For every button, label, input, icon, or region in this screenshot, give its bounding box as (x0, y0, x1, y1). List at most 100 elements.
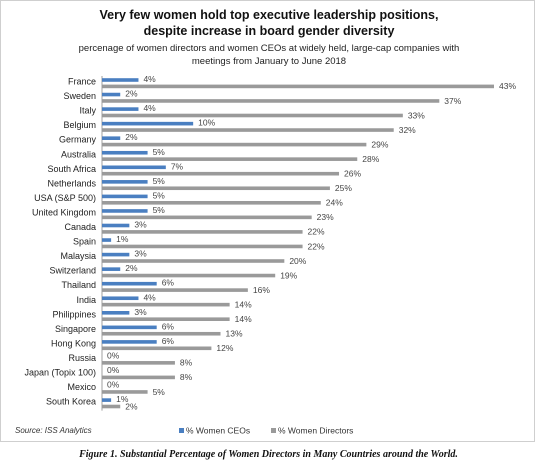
value-label-directors-spain: 22% (308, 241, 325, 251)
category-label-france: France (68, 77, 96, 87)
bar-directors-malaysia (102, 259, 285, 263)
bar-directors-netherlands (102, 186, 330, 191)
value-label-ceo-australia: 5% (153, 147, 166, 157)
value-label-directors-philippines: 14% (235, 314, 252, 324)
value-label-directors-germany: 29% (371, 139, 388, 149)
bar-directors-france (102, 84, 494, 89)
category-label-australia: Australia (61, 149, 96, 159)
category-label-south-korea: South Korea (46, 397, 96, 407)
bar-ceo-south-africa (102, 165, 166, 170)
bar-ceo-philippines (102, 311, 130, 315)
bar-directors-australia (102, 157, 358, 161)
bar-directors-south-korea (102, 404, 121, 409)
category-label-mexico: Mexico (67, 382, 96, 392)
value-label-directors-canada: 22% (308, 227, 325, 237)
bar-ceo-italy (102, 107, 139, 111)
value-label-ceo-thailand: 6% (162, 278, 175, 288)
category-label-malaysia: Malaysia (60, 251, 96, 261)
bar-ceo-united-kingdom (102, 209, 148, 213)
bar-directors-italy (102, 113, 403, 118)
category-label-sweden: Sweden (63, 91, 96, 101)
category-label-germany: Germany (59, 135, 97, 145)
bar-ceo-switzerland (102, 267, 121, 271)
chart-title: Very few women hold top executive leader… (100, 8, 439, 22)
value-label-ceo-netherlands: 5% (153, 176, 166, 186)
value-label-directors-singapore: 13% (226, 329, 243, 339)
value-label-ceo-japan-topix-100: 0% (107, 365, 120, 375)
value-label-directors-mexico: 5% (153, 387, 166, 397)
value-label-ceo-italy: 4% (143, 103, 156, 113)
bar-ceo-hong-kong (102, 340, 157, 344)
value-label-ceo-sweden: 2% (125, 89, 138, 99)
bar-ceo-spain (102, 238, 112, 242)
value-label-directors-united-kingdom: 23% (317, 212, 334, 222)
category-label-switzerland: Switzerland (49, 266, 96, 276)
bar-ceo-germany (102, 136, 121, 140)
bar-ceo-india (102, 296, 139, 301)
bar-directors-switzerland (102, 273, 276, 278)
value-label-directors-australia: 28% (362, 154, 379, 164)
bar-ceo-netherlands (102, 180, 148, 184)
value-label-ceo-mexico: 0% (107, 380, 120, 390)
value-label-directors-malaysia: 20% (289, 256, 306, 266)
category-label-hong-kong: Hong Kong (51, 338, 96, 348)
value-label-directors-sweden: 37% (444, 96, 461, 106)
value-label-ceo-singapore: 6% (162, 321, 175, 331)
bar-directors-canada (102, 230, 303, 234)
chart-subtitle: percenage of women directors and women C… (79, 43, 460, 54)
bar-directors-south-africa (102, 171, 340, 176)
value-label-directors-india: 14% (235, 299, 252, 309)
value-label-directors-switzerland: 19% (280, 270, 297, 280)
value-label-directors-france: 43% (499, 81, 516, 91)
value-label-ceo-south-korea: 1% (116, 394, 129, 404)
category-label-russia: Russia (68, 353, 96, 363)
value-label-ceo-canada: 3% (134, 220, 147, 230)
value-label-ceo-hong-kong: 6% (162, 336, 175, 346)
bar-directors-japan-topix-100 (102, 375, 175, 380)
category-label-united-kingdom: United Kingdom (32, 207, 96, 217)
value-label-ceo-philippines: 3% (134, 307, 147, 317)
chart-subtitle-line2: meetings from January to June 2018 (192, 56, 346, 67)
value-label-directors-usa-s-p-500: 24% (326, 198, 343, 208)
category-label-thailand: Thailand (61, 280, 96, 290)
chart-svg: Very few women hold top executive leader… (15, 8, 516, 436)
bar-ceo-thailand (102, 281, 157, 286)
value-label-ceo-switzerland: 2% (125, 263, 138, 273)
bar-directors-singapore (102, 331, 221, 336)
bar-directors-belgium (102, 128, 394, 132)
legend-label-ceos: % Women CEOs (186, 426, 250, 436)
bar-ceo-usa-s-p-500 (102, 194, 148, 199)
bar-directors-thailand (102, 288, 248, 292)
value-label-directors-south-africa: 26% (344, 169, 361, 179)
bar-directors-india (102, 302, 230, 307)
category-label-singapore: Singapore (55, 324, 96, 334)
bar-directors-united-kingdom (102, 215, 312, 220)
bar-ceo-france (102, 78, 139, 82)
category-label-india: India (76, 295, 96, 305)
legend: % Women CEOs % Women Directors (179, 426, 353, 436)
category-label-japan-topix-100: Japan (Topix 100) (24, 368, 96, 378)
bar-directors-sweden (102, 99, 440, 103)
bar-ceo-malaysia (102, 252, 130, 257)
bar-directors-mexico (102, 390, 148, 394)
category-label-south-africa: South Africa (47, 164, 96, 174)
bar-directors-usa-s-p-500 (102, 201, 321, 205)
value-label-directors-netherlands: 25% (335, 183, 352, 193)
value-label-directors-south-korea: 2% (125, 401, 138, 411)
bar-directors-germany (102, 142, 367, 147)
category-label-usa-s-p-500: USA (S&P 500) (34, 193, 96, 203)
bar-ceo-singapore (102, 325, 157, 330)
bar-ceo-belgium (102, 121, 194, 126)
bar-directors-hong-kong (102, 346, 212, 351)
value-label-directors-belgium: 32% (399, 125, 416, 135)
value-label-ceo-belgium: 10% (198, 118, 215, 128)
value-label-ceo-usa-s-p-500: 5% (153, 190, 166, 200)
category-label-italy: Italy (79, 106, 96, 116)
value-label-ceo-spain: 1% (116, 234, 129, 244)
figure-caption: Figure 1. Substantial Percentage of Wome… (79, 449, 458, 460)
value-label-directors-thailand: 16% (253, 285, 270, 295)
value-label-ceo-united-kingdom: 5% (153, 205, 166, 215)
value-label-ceo-russia: 0% (107, 350, 120, 360)
category-label-canada: Canada (64, 222, 96, 232)
legend-label-directors: % Women Directors (278, 426, 353, 436)
